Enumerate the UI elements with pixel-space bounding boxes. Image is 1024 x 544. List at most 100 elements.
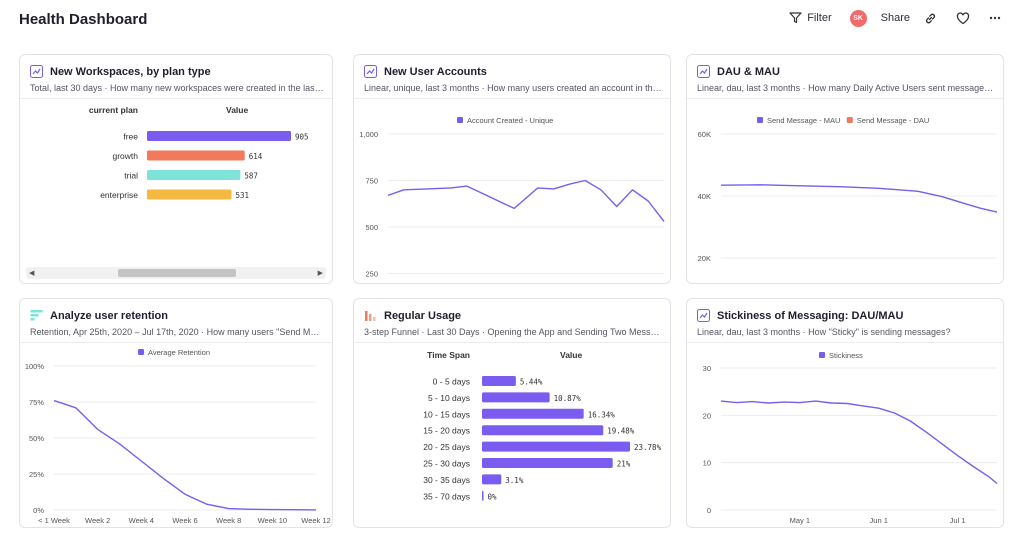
data-label: 905 <box>295 133 309 142</box>
scroll-left-icon[interactable]: ◀ <box>29 270 35 277</box>
legend-swatch <box>138 349 144 355</box>
card-subtitle: Linear, unique, last 3 months · How many… <box>364 83 662 93</box>
filter-label: Filter <box>807 12 832 24</box>
stickiness-line-chart: Stickiness 30 20 10 0 May 1 Jun 1 Jul 1 <box>703 351 998 525</box>
y-tick-label: 0 <box>707 506 711 515</box>
legend-label: Send Message - MAU <box>767 116 840 125</box>
x-tick-label: Week 10 <box>258 516 287 525</box>
legend-label: Average Retention <box>148 348 210 357</box>
y-tick-label: 10 <box>703 459 711 468</box>
category-label: 0 - 5 days <box>433 377 470 387</box>
report-card-new-workspaces[interactable]: New Workspaces, by plan type Total, last… <box>19 54 333 284</box>
filter-icon <box>789 12 802 24</box>
category-label: enterprise <box>100 190 138 200</box>
category-label: 25 - 30 days <box>423 459 470 469</box>
card-subtitle: Total, last 30 days · How many new works… <box>30 83 324 93</box>
new-accounts-line-chart: Account Created - Unique1,0007505002500M… <box>359 116 665 279</box>
report-card-user-retention[interactable]: Analyze user retention Retention, Apr 25… <box>19 298 333 528</box>
more-options-button[interactable] <box>989 16 1006 20</box>
y-tick-label: 60K <box>698 130 711 139</box>
y-tick-label: 40K <box>698 192 711 201</box>
filter-button[interactable]: Filter <box>789 12 832 24</box>
x-tick-label: Week 6 <box>172 516 197 525</box>
favorite-button[interactable] <box>956 11 975 25</box>
y-axis-header: Time Span <box>427 350 470 360</box>
category-label: 30 - 35 days <box>423 475 470 485</box>
bar <box>482 376 516 386</box>
bar <box>147 189 232 200</box>
retention-icon <box>30 310 43 321</box>
share-button[interactable]: Share <box>881 12 910 24</box>
data-label: 614 <box>249 152 263 161</box>
x-axis-header: Value <box>226 105 248 115</box>
card-title[interactable]: New User Accounts <box>384 66 487 78</box>
bar <box>147 170 241 180</box>
data-label: 10.87% <box>554 394 582 403</box>
data-label: 587 <box>244 172 258 181</box>
category-label: free <box>123 132 138 142</box>
card-title[interactable]: Regular Usage <box>384 310 462 322</box>
y-tick-label: 20 <box>703 411 711 420</box>
y-tick-label: 500 <box>365 223 378 232</box>
y-tick-label: 25% <box>29 470 44 479</box>
card-subtitle: Linear, dau, last 3 months · How many Da… <box>697 83 995 93</box>
x-tick-label: < 1 Week <box>38 516 70 525</box>
card-header: DAU & MAU Linear, dau, last 3 months · H… <box>687 55 1003 99</box>
category-label: growth <box>112 151 138 161</box>
line-chart-icon <box>697 65 710 78</box>
report-card-dau-mau[interactable]: DAU & MAU Linear, dau, last 3 months · H… <box>686 54 1004 284</box>
legend-label: Stickiness <box>829 351 863 360</box>
bar <box>482 425 604 436</box>
horizontal-scrollbar[interactable]: ◀ ▶ <box>26 267 326 279</box>
data-label: 0% <box>488 492 498 501</box>
card-title[interactable]: Analyze user retention <box>50 310 168 322</box>
copy-link-button[interactable] <box>924 12 942 25</box>
card-header: Stickiness of Messaging: DAU/MAU Linear,… <box>687 299 1003 343</box>
bar <box>482 474 502 485</box>
report-card-stickiness[interactable]: Stickiness of Messaging: DAU/MAU Linear,… <box>686 298 1004 528</box>
category-label: 15 - 20 days <box>423 426 470 436</box>
y-axis-header: current plan <box>89 105 138 115</box>
legend-swatch <box>846 117 853 123</box>
top-bar: Health Dashboard Filter SK Share <box>0 0 1024 40</box>
dau-mau-line-chart: Send Message - MAU Send Message - DAU 60K 4… <box>698 116 998 263</box>
scroll-thumb[interactable] <box>118 269 236 277</box>
scroll-right-icon[interactable]: ▶ <box>317 270 323 277</box>
regular-usage-bar-chart: Time Span Value 0 - 5 days 5.44% 5 - 10 days… <box>423 350 662 501</box>
x-tick-label: Week 12 <box>301 516 330 525</box>
data-label: 21% <box>617 460 631 469</box>
top-actions: Filter SK Share <box>775 8 1006 28</box>
report-card-regular-usage[interactable]: Regular Usage 3-step Funnel · Last 30 Da… <box>353 298 671 528</box>
x-tick-label: Week 2 <box>85 516 110 525</box>
y-tick-label: 750 <box>365 177 378 186</box>
data-label: 23.78% <box>634 443 662 452</box>
category-label: 10 - 15 days <box>423 409 470 419</box>
line-chart-icon <box>30 65 43 78</box>
legend-swatch <box>457 117 463 123</box>
card-subtitle: Retention, Apr 25th, 2020 – Jul 17th, 20… <box>30 327 324 337</box>
bar <box>147 131 291 141</box>
card-title[interactable]: Stickiness of Messaging: DAU/MAU <box>717 310 904 322</box>
y-tick-label: 1,000 <box>359 130 378 139</box>
link-icon <box>925 13 936 23</box>
workspaces-bar-chart: current plan Value free 905 growth 614 trial 58… <box>89 105 309 200</box>
y-tick-label: 100% <box>25 362 45 371</box>
y-tick-label: 30 <box>703 364 711 373</box>
category-label: 20 - 25 days <box>423 442 470 452</box>
avatar[interactable]: SK <box>849 9 867 27</box>
x-tick-label: Jul 1 <box>950 516 966 525</box>
data-label: 5.44% <box>520 378 543 387</box>
bar <box>147 150 245 161</box>
y-tick-label: 250 <box>365 270 378 279</box>
report-card-new-user-accounts[interactable]: New User Accounts Linear, unique, last 3… <box>353 54 671 284</box>
card-header: New Workspaces, by plan type Total, last… <box>20 55 332 99</box>
line-chart-icon <box>364 65 377 78</box>
y-tick-label: 50% <box>29 434 44 443</box>
retention-line-chart: Average Retention 100% 75% 50% 25% 0%< 1 Week… <box>25 348 331 525</box>
bar <box>482 392 550 403</box>
data-label: 3.1% <box>505 476 524 485</box>
card-subtitle: 3-step Funnel · Last 30 Days · Opening t… <box>364 327 662 337</box>
series-line-account-created-unique <box>387 179 665 222</box>
card-title[interactable]: New Workspaces, by plan type <box>50 66 211 78</box>
card-title[interactable]: DAU & MAU <box>717 66 780 78</box>
